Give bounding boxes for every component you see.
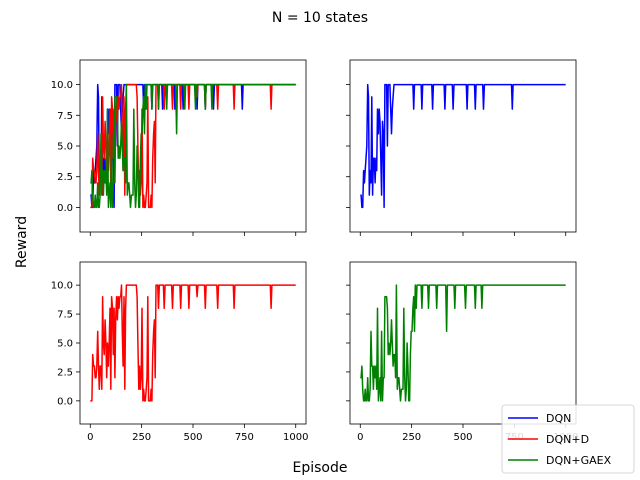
plot-lines: [90, 284, 296, 402]
y-tick-label: 2.5: [57, 367, 73, 378]
legend-label-dqn-d: DQN+D: [546, 433, 589, 446]
x-tick-label: 250: [402, 432, 421, 443]
x-tick-label: 250: [132, 432, 151, 443]
x-tick-label: 500: [183, 432, 202, 443]
subplot-bottom-left: 0 250 500 750 1000 0.0 2.5 5.0 7.5 10.0: [51, 261, 308, 443]
legend-label-dqn-gaex: DQN+GAEX: [546, 454, 612, 467]
legend: DQN DQN+D DQN+GAEX: [501, 404, 635, 474]
y-tick-label: 5.0: [57, 142, 73, 153]
plot-lines: [360, 83, 566, 209]
x-tick-label: 750: [235, 432, 254, 443]
plot-lines: [360, 284, 566, 402]
legend-label-dqn: DQN: [546, 412, 571, 425]
figure-xlabel: Episode: [293, 460, 348, 476]
subplot-top-left: 0.0 2.5 5.0 7.5 10.0: [51, 59, 307, 236]
x-tick-label: 1000: [283, 432, 308, 443]
series-line-dqn-gaex: [90, 83, 296, 209]
series-line-dqn-d: [90, 284, 296, 402]
x-tick-label: 0: [357, 432, 363, 443]
y-tick-label: 7.5: [57, 310, 73, 321]
subplots-group: 0.0 2.5 5.0 7.5 10.0 0 250 500 750 1000 0.0 2.5 5.0 7…: [51, 59, 578, 443]
legend-box: [501, 404, 635, 474]
series-line-dqn: [360, 83, 566, 209]
plot-lines: [90, 83, 296, 209]
x-tick-label: 0: [87, 432, 93, 443]
y-tick-label: 10.0: [51, 281, 73, 292]
y-tick-label: 2.5: [57, 172, 73, 183]
y-tick-label: 0.0: [57, 396, 73, 407]
series-line-dqn-gaex: [360, 284, 566, 402]
figure-ylabel: Reward: [14, 216, 30, 268]
y-tick-label: 5.0: [57, 339, 73, 350]
y-tick-label: 10.0: [51, 80, 73, 91]
subplot-top-right: [346, 59, 577, 236]
y-tick-label: 0.0: [57, 203, 73, 214]
x-tick-label: 500: [453, 432, 472, 443]
y-tick-label: 7.5: [57, 111, 73, 122]
figure-title: N = 10 states: [272, 10, 368, 26]
